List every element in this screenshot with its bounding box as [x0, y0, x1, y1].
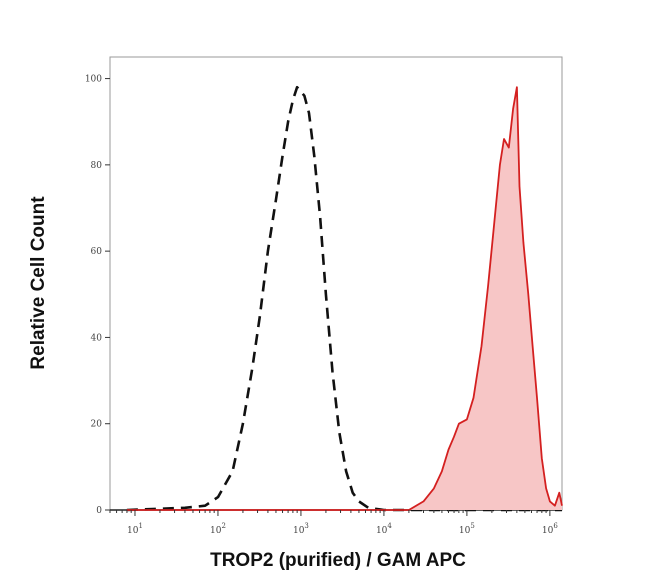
x-tick-label-4: 104: [376, 522, 392, 536]
x-tick-label-3: 103: [293, 522, 309, 536]
x-tick-label-1: 101: [127, 522, 143, 536]
y-tick-label-60: 60: [91, 247, 103, 257]
y-tick-label-20: 20: [91, 420, 103, 430]
y-tick-label-100: 100: [85, 75, 102, 85]
y-tick-label-40: 40: [91, 333, 103, 343]
x-tick-label-2: 102: [210, 522, 226, 536]
y-tick-label-80: 80: [91, 161, 103, 171]
x-tick-label-5: 105: [459, 522, 475, 536]
x-tick-label-6: 106: [542, 522, 558, 536]
series-layer: [126, 85, 563, 512]
y-tick-label-0: 0: [96, 506, 102, 516]
series-2-line: [126, 86, 563, 511]
series-1-line: [126, 85, 562, 512]
y-axis: 0 20 40 60 80 100: [85, 75, 110, 516]
series-2-area: [126, 87, 563, 510]
y-axis-title: Relative Cell Count: [28, 196, 49, 370]
x-axis-title: TROP2 (purified) / GAM APC: [210, 550, 466, 571]
x-axis: 101 102 103 104 105 106: [109, 510, 558, 536]
